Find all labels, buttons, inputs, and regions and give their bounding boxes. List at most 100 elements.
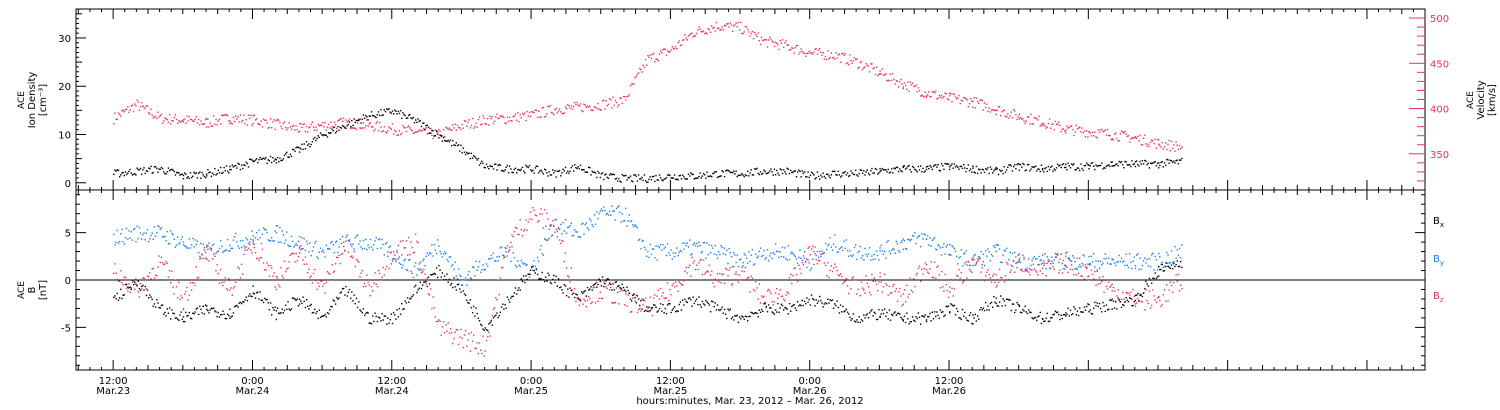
- density-point: [281, 159, 283, 162]
- by-point: [1151, 254, 1153, 256]
- bz-point: [1138, 300, 1140, 303]
- velocity-point: [924, 91, 926, 93]
- velocity-point: [1008, 117, 1010, 119]
- bx-point: [858, 316, 860, 318]
- density-point: [1081, 167, 1083, 170]
- bz-point: [524, 228, 526, 231]
- velocity-point: [340, 118, 343, 120]
- bx-point: [1018, 305, 1021, 307]
- bx-point: [879, 316, 881, 318]
- by-point: [691, 253, 693, 255]
- by-point: [285, 239, 287, 241]
- velocity-point: [225, 113, 228, 116]
- bx-point: [1167, 265, 1169, 267]
- density-point: [1111, 165, 1113, 167]
- velocity-point: [864, 66, 866, 68]
- bz-point: [391, 260, 394, 262]
- by-point: [499, 247, 502, 249]
- density-point: [255, 158, 258, 160]
- bz-point: [1131, 298, 1133, 301]
- by-point: [340, 242, 343, 245]
- by-point: [434, 249, 437, 251]
- bz-point: [1180, 284, 1182, 286]
- density-point: [449, 139, 452, 141]
- by-point: [240, 246, 243, 249]
- bz-point: [498, 293, 500, 296]
- bz-point: [467, 339, 469, 341]
- velocity-point: [606, 104, 608, 107]
- bx-point: [980, 307, 982, 309]
- bx-point: [878, 308, 880, 311]
- by-point: [131, 239, 134, 241]
- bx-point: [774, 309, 777, 311]
- bz-point: [225, 287, 228, 290]
- by-point: [1146, 258, 1148, 260]
- bz-point: [605, 286, 607, 288]
- bz-point: [774, 292, 777, 294]
- bx-point: [828, 302, 830, 304]
- velocity-point: [352, 127, 354, 129]
- density-point: [1018, 163, 1021, 166]
- bz-point: [923, 267, 925, 270]
- density-point: [790, 169, 792, 172]
- by-point: [242, 239, 244, 242]
- by-point: [1095, 260, 1097, 262]
- bx-point: [1002, 298, 1004, 300]
- by-point: [521, 262, 524, 264]
- by-point: [250, 238, 252, 240]
- bx-point: [161, 304, 164, 306]
- velocity-point: [373, 130, 375, 132]
- density-point: [362, 114, 365, 116]
- bx-point: [1030, 311, 1032, 314]
- density-point: [1149, 162, 1152, 164]
- velocity-point: [411, 130, 413, 132]
- bx-point: [697, 303, 699, 306]
- velocity-point: [249, 117, 251, 120]
- bx-point: [1052, 314, 1054, 316]
- velocity-point: [562, 112, 564, 115]
- by-point: [1165, 262, 1167, 264]
- by-point: [377, 238, 380, 241]
- density-point: [538, 172, 540, 174]
- velocity-point: [165, 118, 167, 120]
- density-point: [978, 168, 980, 170]
- density-point: [567, 170, 569, 172]
- velocity-point: [902, 86, 904, 88]
- velocity-point: [297, 131, 300, 133]
- velocity-point: [1106, 128, 1109, 131]
- velocity-point: [170, 123, 172, 125]
- density-point: [832, 170, 835, 173]
- bx-point: [952, 305, 954, 307]
- by-point: [491, 257, 493, 259]
- bx-point: [128, 287, 130, 289]
- bz-point: [252, 240, 254, 243]
- density-point: [1000, 170, 1002, 172]
- by-point: [509, 249, 511, 251]
- velocity-point: [1077, 127, 1080, 129]
- velocity-point: [1032, 123, 1034, 125]
- velocity-point: [174, 114, 177, 116]
- bz-point: [392, 258, 395, 260]
- velocity-point: [185, 122, 187, 124]
- bz-point: [516, 227, 518, 229]
- by-point: [889, 252, 892, 255]
- velocity-point: [1058, 121, 1060, 123]
- by-point: [774, 243, 777, 245]
- velocity-point: [640, 68, 642, 71]
- density-point: [949, 168, 951, 171]
- bz-point: [611, 301, 613, 304]
- bz-point: [705, 271, 707, 273]
- velocity-point: [823, 58, 825, 60]
- by-point: [520, 259, 522, 262]
- by-point: [943, 243, 945, 245]
- bz-point: [221, 281, 223, 284]
- bx-point: [314, 308, 316, 311]
- bx-point: [1115, 300, 1117, 303]
- density-point: [733, 170, 735, 172]
- velocity-point: [1139, 134, 1141, 137]
- by-point: [1061, 262, 1063, 265]
- density-point: [581, 169, 583, 171]
- bottom-left-tick-label: 0: [65, 276, 71, 287]
- by-point: [1044, 253, 1046, 255]
- bx-point: [1036, 319, 1038, 322]
